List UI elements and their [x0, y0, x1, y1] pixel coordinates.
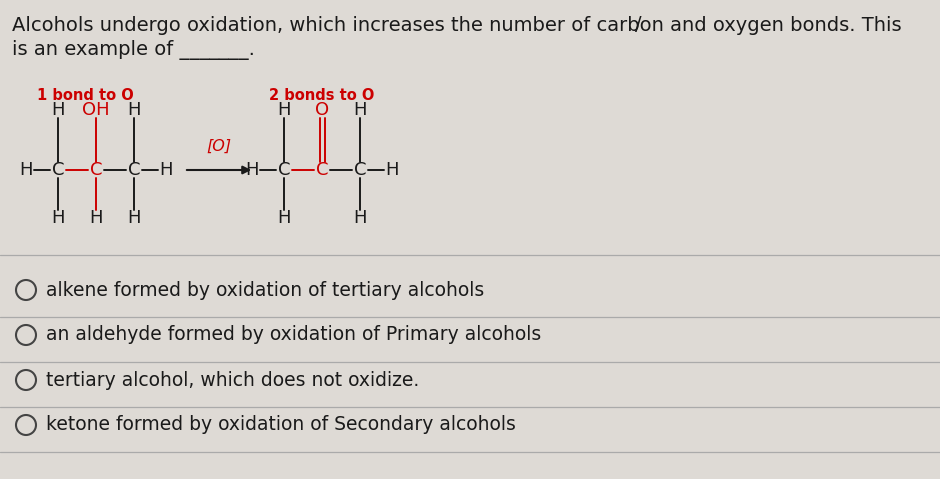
Text: OH: OH [82, 101, 110, 119]
Text: H: H [159, 161, 173, 179]
Circle shape [16, 280, 36, 300]
Text: 2 bonds to O: 2 bonds to O [270, 88, 375, 103]
Text: C: C [316, 161, 328, 179]
Text: alkene formed by oxidation of tertiary alcohols: alkene formed by oxidation of tertiary a… [46, 281, 484, 299]
Text: H: H [277, 209, 290, 227]
Text: H: H [127, 101, 141, 119]
Text: H: H [385, 161, 399, 179]
Text: 1 bond to O: 1 bond to O [37, 88, 133, 103]
Text: H: H [52, 101, 65, 119]
Text: C: C [89, 161, 102, 179]
Text: C: C [277, 161, 290, 179]
Text: an aldehyde formed by oxidation of Primary alcohols: an aldehyde formed by oxidation of Prima… [46, 326, 541, 344]
Text: ketone formed by oxidation of Secondary alcohols: ketone formed by oxidation of Secondary … [46, 415, 516, 434]
Text: C: C [52, 161, 64, 179]
Text: H: H [353, 101, 367, 119]
Circle shape [16, 370, 36, 390]
Text: /: / [635, 15, 642, 34]
Text: is an example of _______.: is an example of _______. [12, 40, 255, 60]
Text: H: H [127, 209, 141, 227]
Text: C: C [353, 161, 367, 179]
Text: C: C [128, 161, 140, 179]
Text: H: H [52, 209, 65, 227]
Text: Alcohols undergo oxidation, which increases the number of carbon and oxygen bond: Alcohols undergo oxidation, which increa… [12, 16, 901, 35]
Text: H: H [353, 209, 367, 227]
Circle shape [16, 415, 36, 435]
Circle shape [16, 325, 36, 345]
Text: H: H [89, 209, 102, 227]
Text: tertiary alcohol, which does not oxidize.: tertiary alcohol, which does not oxidize… [46, 370, 419, 389]
Text: O: O [315, 101, 329, 119]
Text: H: H [19, 161, 33, 179]
Text: [O]: [O] [207, 139, 231, 154]
Text: H: H [245, 161, 258, 179]
Text: H: H [277, 101, 290, 119]
